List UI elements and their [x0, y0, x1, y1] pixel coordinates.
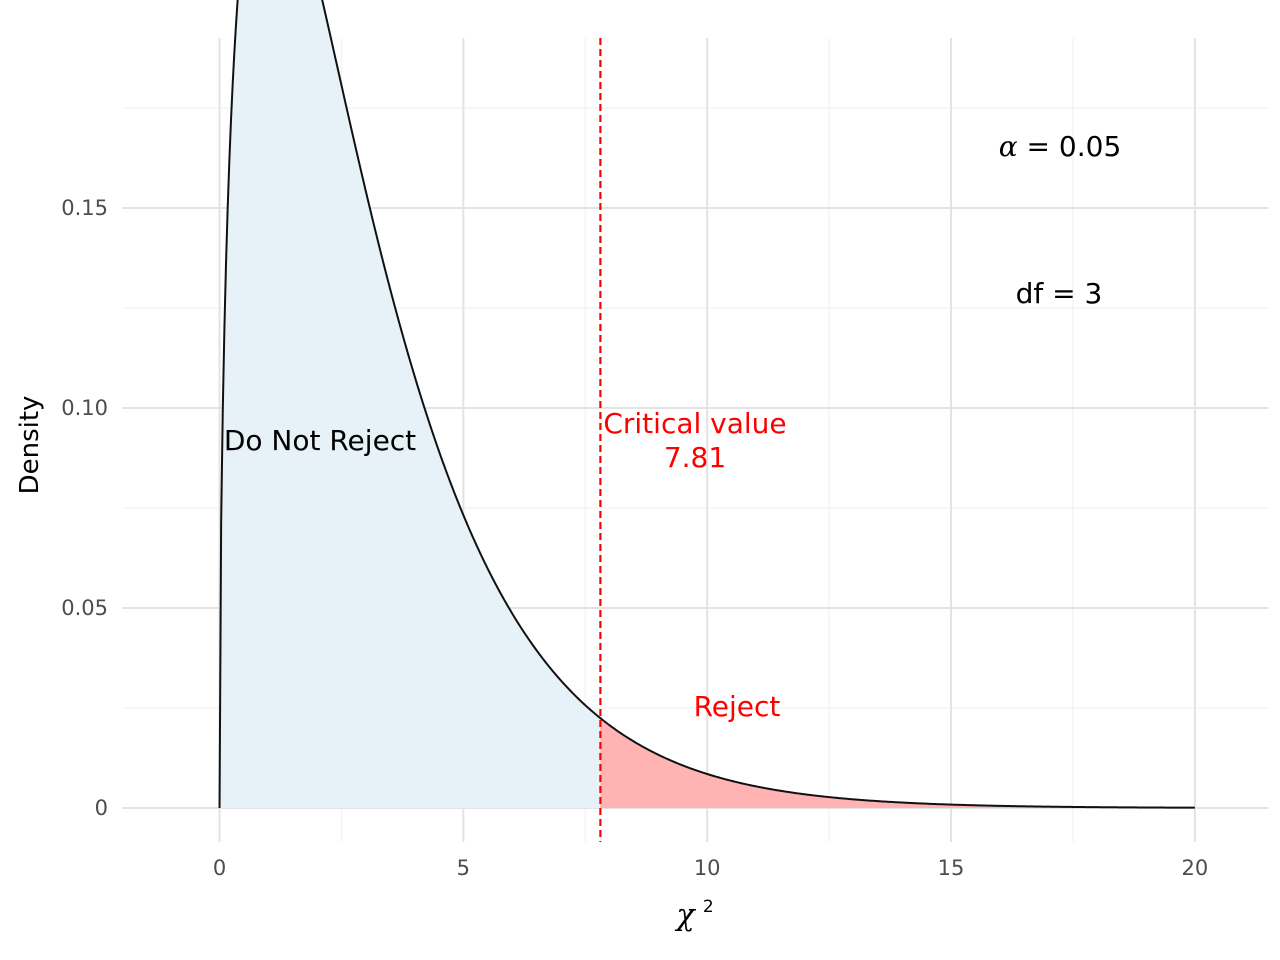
x-tick-label: 15 [938, 856, 965, 880]
y-axis-title: Density [15, 396, 45, 495]
x-axis-title: χ 2 [674, 897, 713, 933]
x-tick-label: 20 [1181, 856, 1208, 880]
reject-label: Reject [694, 690, 781, 723]
x-axis-chi: χ [674, 898, 696, 933]
alpha-value: = 0.05 [1027, 130, 1122, 163]
y-tick-label: 0.10 [61, 396, 108, 420]
x-axis-superscript: 2 [703, 897, 714, 917]
alpha-annotation: α = 0.05 [999, 130, 1122, 163]
x-tick-label: 10 [694, 856, 721, 880]
x-tick-labels: 0 5 10 15 20 [213, 856, 1208, 880]
critical-value-title: Critical value [603, 407, 786, 440]
df-annotation: df = 3 [1016, 277, 1103, 310]
do-not-reject-area [219, 0, 601, 808]
alpha-symbol: α [999, 130, 1018, 163]
density-curve-layer [218, 0, 1195, 809]
x-tick-label: 0 [213, 856, 226, 880]
y-tick-labels: 0 0.05 0.10 0.15 [61, 196, 108, 820]
critical-value-number: 7.81 [664, 441, 726, 474]
y-tick-label: 0 [95, 796, 108, 820]
reject-area [600, 718, 1195, 808]
y-tick-label: 0.15 [61, 196, 108, 220]
x-tick-label: 5 [457, 856, 470, 880]
do-not-reject-label: Do Not Reject [224, 424, 416, 457]
y-tick-label: 0.05 [61, 596, 108, 620]
density-curve [218, 0, 1195, 809]
